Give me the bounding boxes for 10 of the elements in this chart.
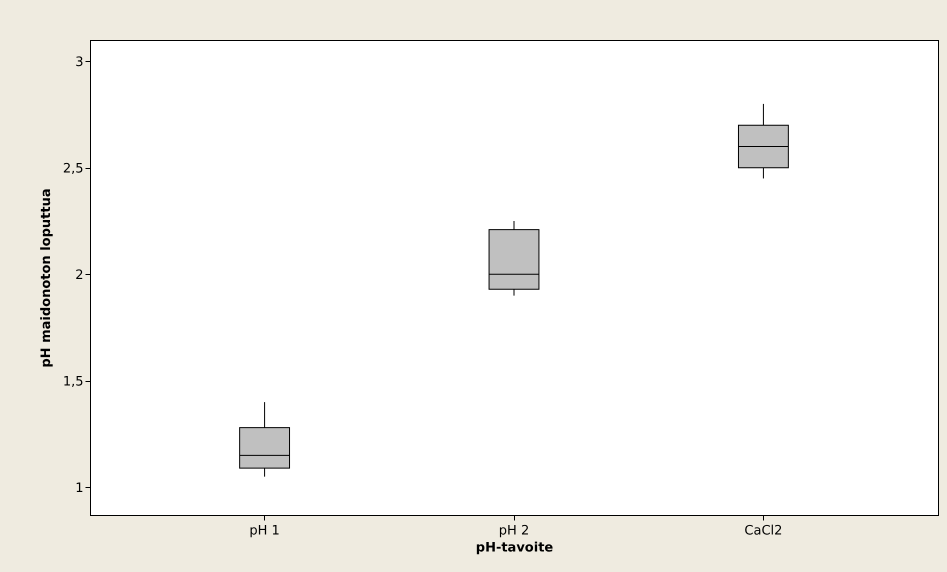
y-tick-label: 2,5 <box>62 161 84 176</box>
x-axis-title: pH-tavoite <box>476 540 554 556</box>
x-tick-label: pH 1 <box>249 524 280 538</box>
y-tick-label: 2 <box>75 268 84 283</box>
y-tick-label: 1 <box>75 480 84 496</box>
y-tick-label: 1,5 <box>62 374 84 390</box>
y-tick-label: 3 <box>75 54 84 70</box>
x-tick-label: CaCl2 <box>744 524 782 538</box>
x-tick-label: pH 2 <box>498 524 530 538</box>
y-axis-title: pH maidonoton loputtua <box>38 188 54 368</box>
